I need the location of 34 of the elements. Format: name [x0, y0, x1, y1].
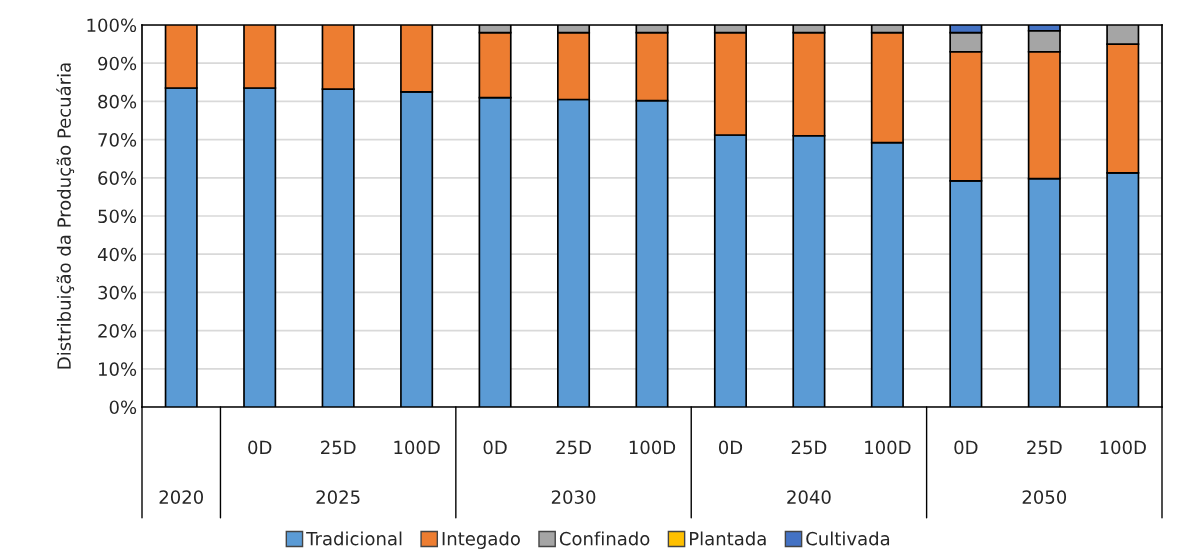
x-tick-label: 25D	[321, 440, 356, 455]
x-tick-label: 25D	[1027, 440, 1062, 455]
x-tick-label: 100D	[865, 440, 911, 455]
text: 2050	[1022, 490, 1067, 504]
x-tick-label: 100D	[394, 440, 440, 455]
y-tick-label: 20%	[98, 324, 137, 338]
x-tick-label: 0D	[954, 440, 978, 455]
text: 2020	[159, 490, 204, 504]
y-tick-label: 100%	[87, 18, 137, 33]
x-tick-label: 100D	[629, 440, 676, 455]
text: 2030	[551, 490, 596, 504]
y-axis-title: Distribuição da Produção Pecuária	[56, 63, 75, 369]
x-tick-label: 0D	[718, 440, 743, 455]
y-tick-label: 70%	[98, 133, 137, 147]
y-tick-label: 0%	[109, 400, 137, 415]
y-tick-label: 60%	[98, 171, 137, 185]
legend-label: Cultivada	[806, 531, 890, 546]
x-tick-label: 25D	[791, 440, 827, 455]
y-tick-label: 30%	[98, 285, 137, 300]
legend-label: Tradicional	[306, 531, 402, 546]
text: 2040	[787, 490, 831, 504]
x-tick-label: 0D	[483, 440, 507, 455]
legend-label: Confinado	[559, 531, 650, 546]
x-tick-label: 0D	[248, 440, 272, 455]
y-tick-label: 40%	[97, 247, 137, 262]
x-tick-label: 100D	[1100, 440, 1146, 455]
y-tick-label: 50%	[98, 209, 137, 224]
x-tick-label: 25D	[556, 440, 591, 455]
legend-label: Plantada	[690, 531, 766, 546]
legend-label: Integado	[442, 531, 520, 549]
text: 2025	[316, 490, 360, 504]
y-tick-label: 10%	[98, 362, 137, 376]
y-tick-label: 80%	[98, 94, 137, 109]
y-tick-label: 90%	[98, 56, 137, 71]
